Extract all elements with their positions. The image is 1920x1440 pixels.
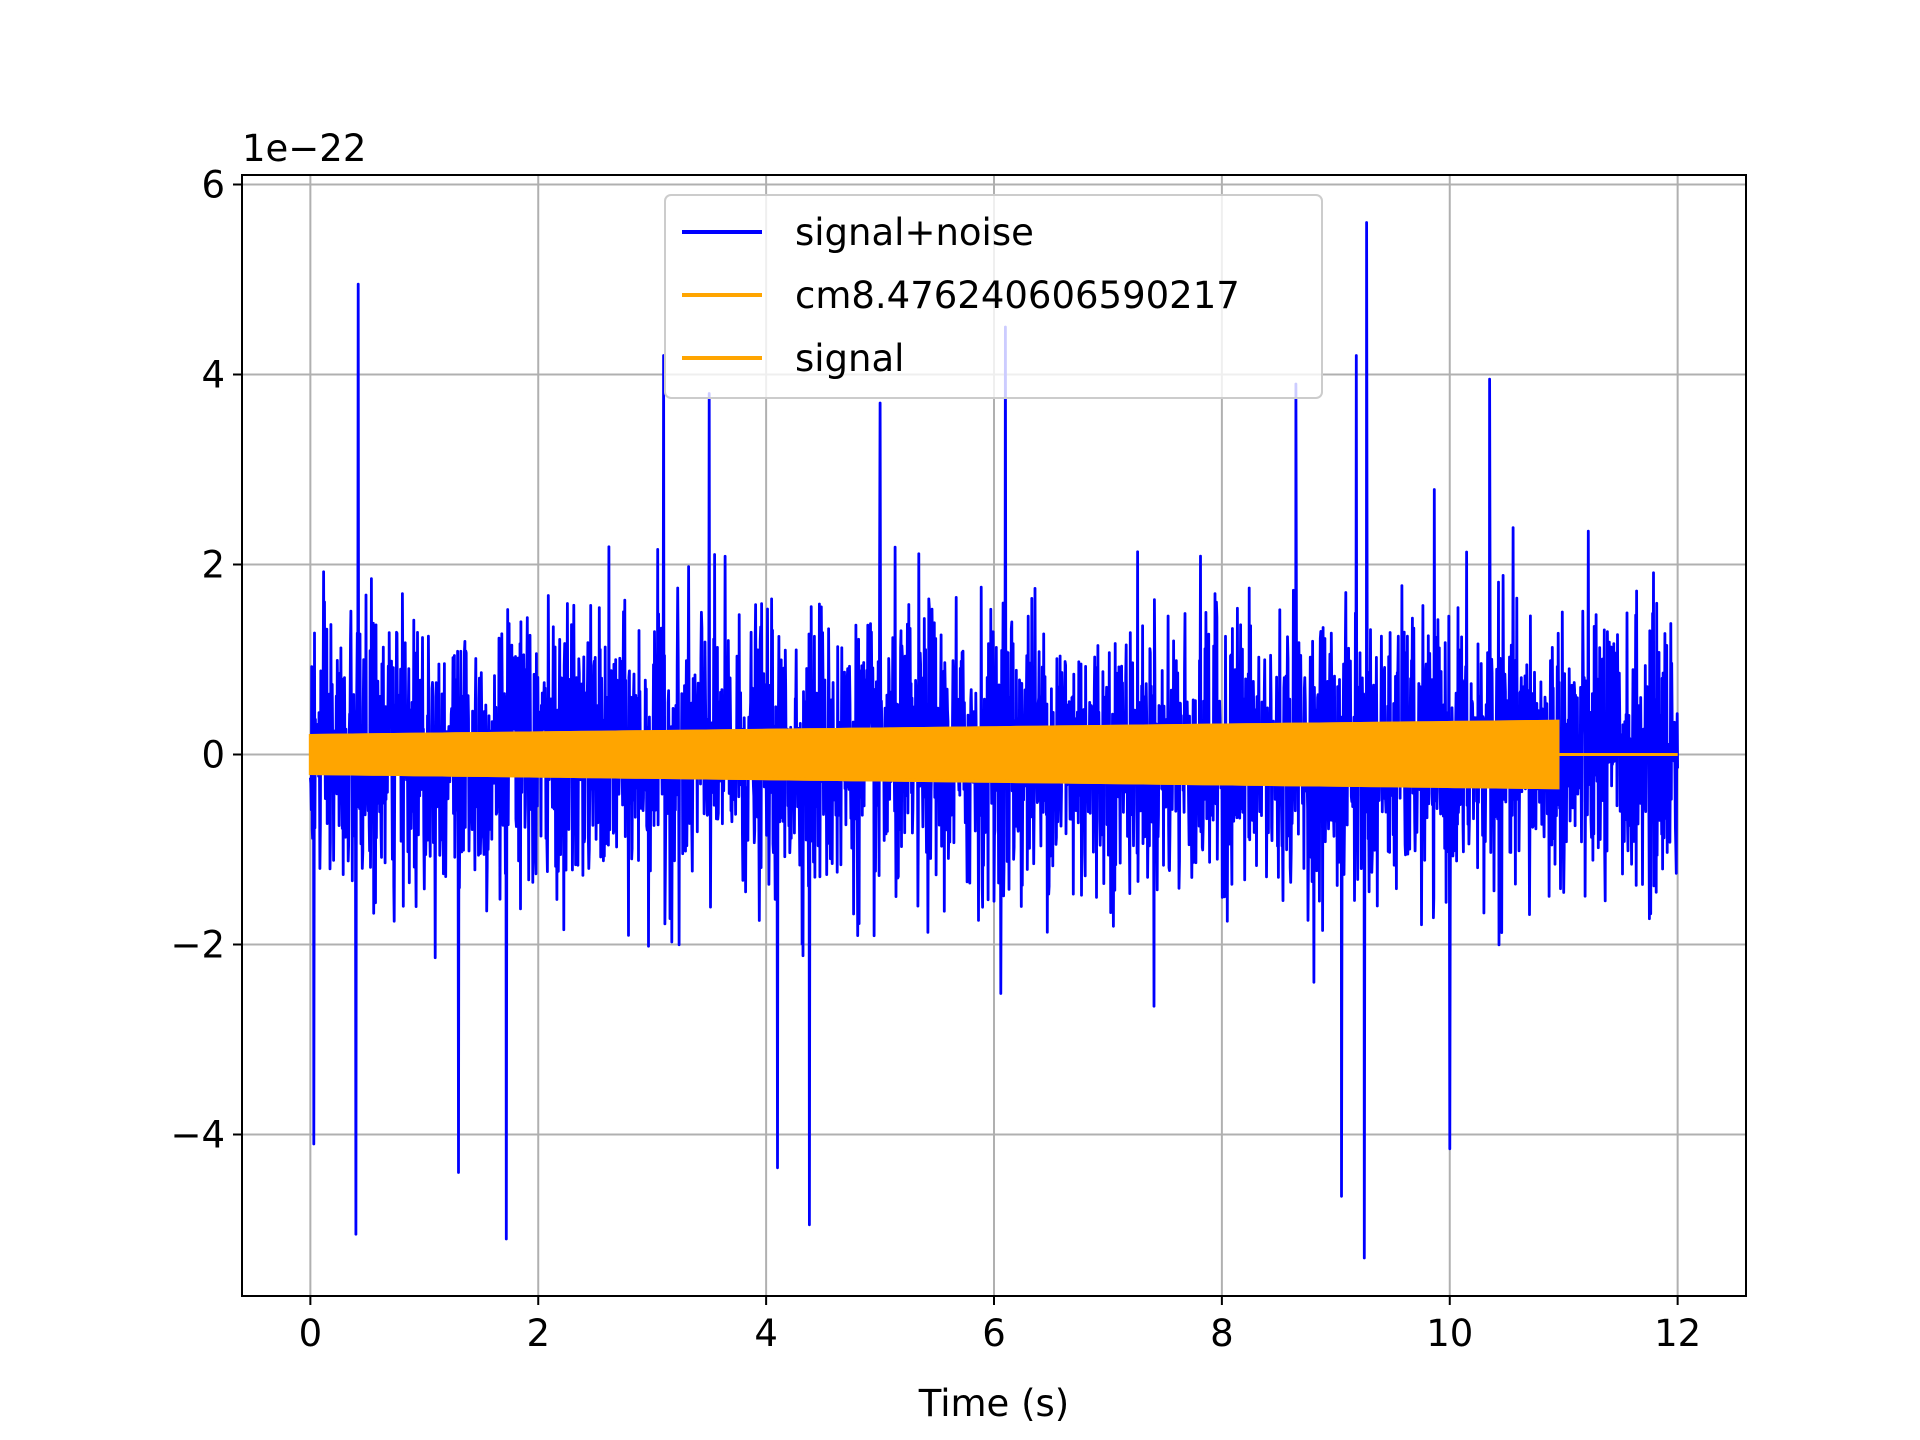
y-tick-label: 4: [201, 354, 225, 397]
legend-entry-label: signal+noise: [795, 211, 1034, 254]
y-tick-label: −2: [170, 924, 225, 967]
x-tick-label: 4: [754, 1312, 778, 1355]
series-band-2: [308, 719, 1560, 790]
y-tick-label: 6: [201, 164, 225, 207]
legend: signal+noise cm8.476240606590217 signal: [664, 194, 1323, 399]
series-layer: [308, 221, 1679, 1260]
x-axis-label: Time (s): [918, 1382, 1069, 1425]
x-tick-label: 0: [299, 1312, 323, 1355]
y-tick-label: 0: [201, 734, 225, 777]
x-tick-label: 2: [526, 1312, 550, 1355]
legend-entry-label: cm8.476240606590217: [795, 274, 1240, 317]
y-tick-label: −4: [170, 1114, 225, 1157]
x-tick-label: 10: [1426, 1312, 1473, 1355]
x-tick-label: 6: [982, 1312, 1006, 1355]
x-tick-label: 12: [1654, 1312, 1701, 1355]
x-tick-label: 8: [1210, 1312, 1234, 1355]
series-line-0: [309, 221, 1679, 1260]
y-tick-label: 2: [201, 544, 225, 587]
x-axis: 0 2 4 6 8 10 12: [299, 1296, 1701, 1355]
y-offset-label: 1e−22: [242, 127, 366, 170]
y-axis: −4 −2 0 2 4 6: [170, 164, 242, 1157]
legend-box: [664, 194, 1323, 399]
legend-entry-label: signal: [795, 337, 904, 380]
